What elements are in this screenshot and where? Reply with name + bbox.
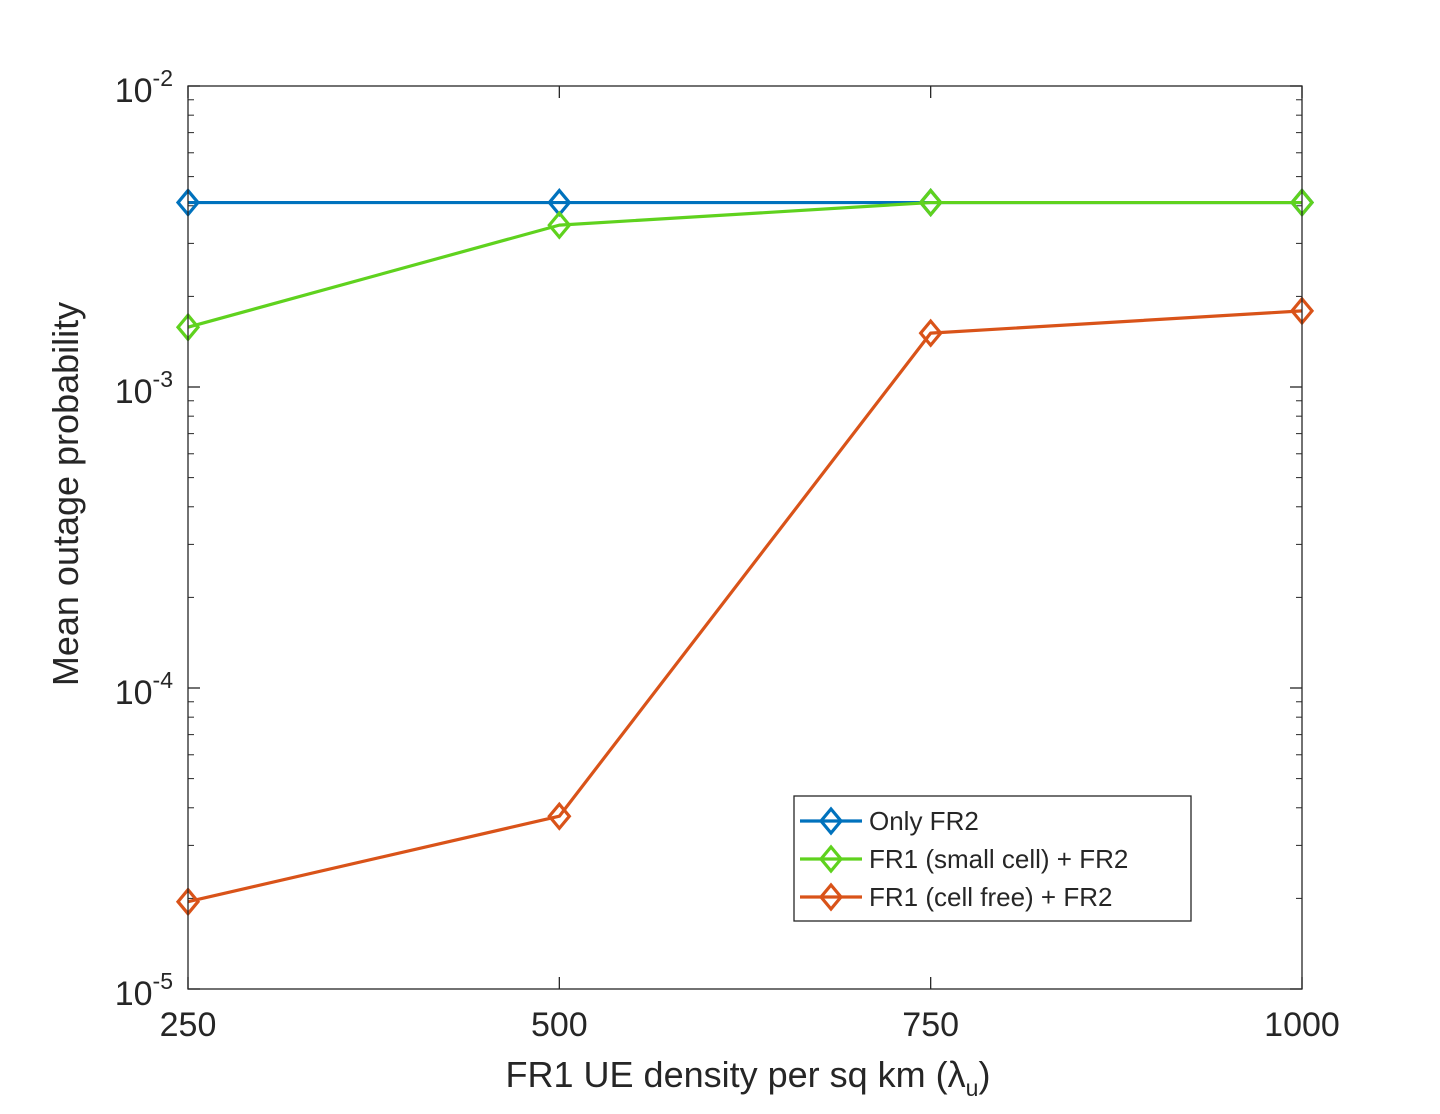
legend-marker — [818, 806, 844, 836]
x-tick-labels: 250 500 750 1000 — [160, 1006, 1340, 1044]
x-tick-label: 500 — [531, 1006, 588, 1044]
y-tick-base: 10 — [115, 674, 153, 712]
legend-label: FR1 (small cell) + FR2 — [869, 844, 1128, 874]
legend-entry: FR1 (cell free) + FR2 — [800, 882, 1112, 912]
data-point-marker — [918, 318, 943, 348]
x-axis-title-subscript: u — [966, 1075, 979, 1101]
series-2 — [175, 188, 1315, 342]
x-axis-title-text: FR1 UE density per sq km ( — [506, 1054, 948, 1095]
y-tick-exponent: -2 — [153, 65, 173, 91]
data-point-marker — [547, 210, 572, 240]
data-point-marker — [918, 188, 943, 218]
data-point-marker — [547, 801, 572, 831]
legend-label: Only FR2 — [869, 806, 979, 836]
x-tick-label: 250 — [160, 1006, 217, 1044]
y-tick-label: 10-5 — [115, 968, 173, 1013]
y-tick-exponent: -4 — [153, 667, 174, 693]
y-tick-label: 10-3 — [115, 366, 173, 411]
series-line — [187, 200, 1302, 329]
y-tick-base: 10 — [115, 975, 153, 1013]
y-minor-ticks — [188, 99, 1302, 899]
axes-box — [187, 85, 1303, 990]
legend-entry: FR1 (small cell) + FR2 — [800, 844, 1128, 874]
y-axis-title: Mean outage probability — [45, 302, 86, 686]
legend: Only FR2 FR1 (small cell) + FR2 FR1 (cell … — [793, 795, 1192, 922]
y-tick-base: 10 — [115, 72, 153, 110]
legend-entry: Only FR2 — [800, 806, 979, 836]
x-axis-title: FR1 UE density per sq km (λu) — [506, 1054, 991, 1101]
series-3 — [175, 296, 1315, 917]
x-axis-title-close: ) — [978, 1054, 990, 1095]
x-tick-label: 750 — [902, 1006, 959, 1044]
y-tick-base: 10 — [115, 373, 153, 411]
legend-marker — [818, 844, 844, 874]
series-line — [187, 309, 1303, 904]
y-tick-label: 10-2 — [115, 65, 173, 110]
x-axis-title-symbol: λ — [948, 1054, 966, 1095]
x-tick-label: 1000 — [1264, 1006, 1340, 1044]
y-tick-exponent: -3 — [153, 366, 173, 392]
y-tick-label: 10-4 — [115, 667, 173, 712]
legend-label: FR1 (cell free) + FR2 — [869, 882, 1112, 912]
y-tick-exponent: -5 — [153, 968, 173, 994]
y-tick-labels: 10-510-410-310-2 — [115, 65, 173, 1013]
legend-marker — [818, 882, 844, 912]
